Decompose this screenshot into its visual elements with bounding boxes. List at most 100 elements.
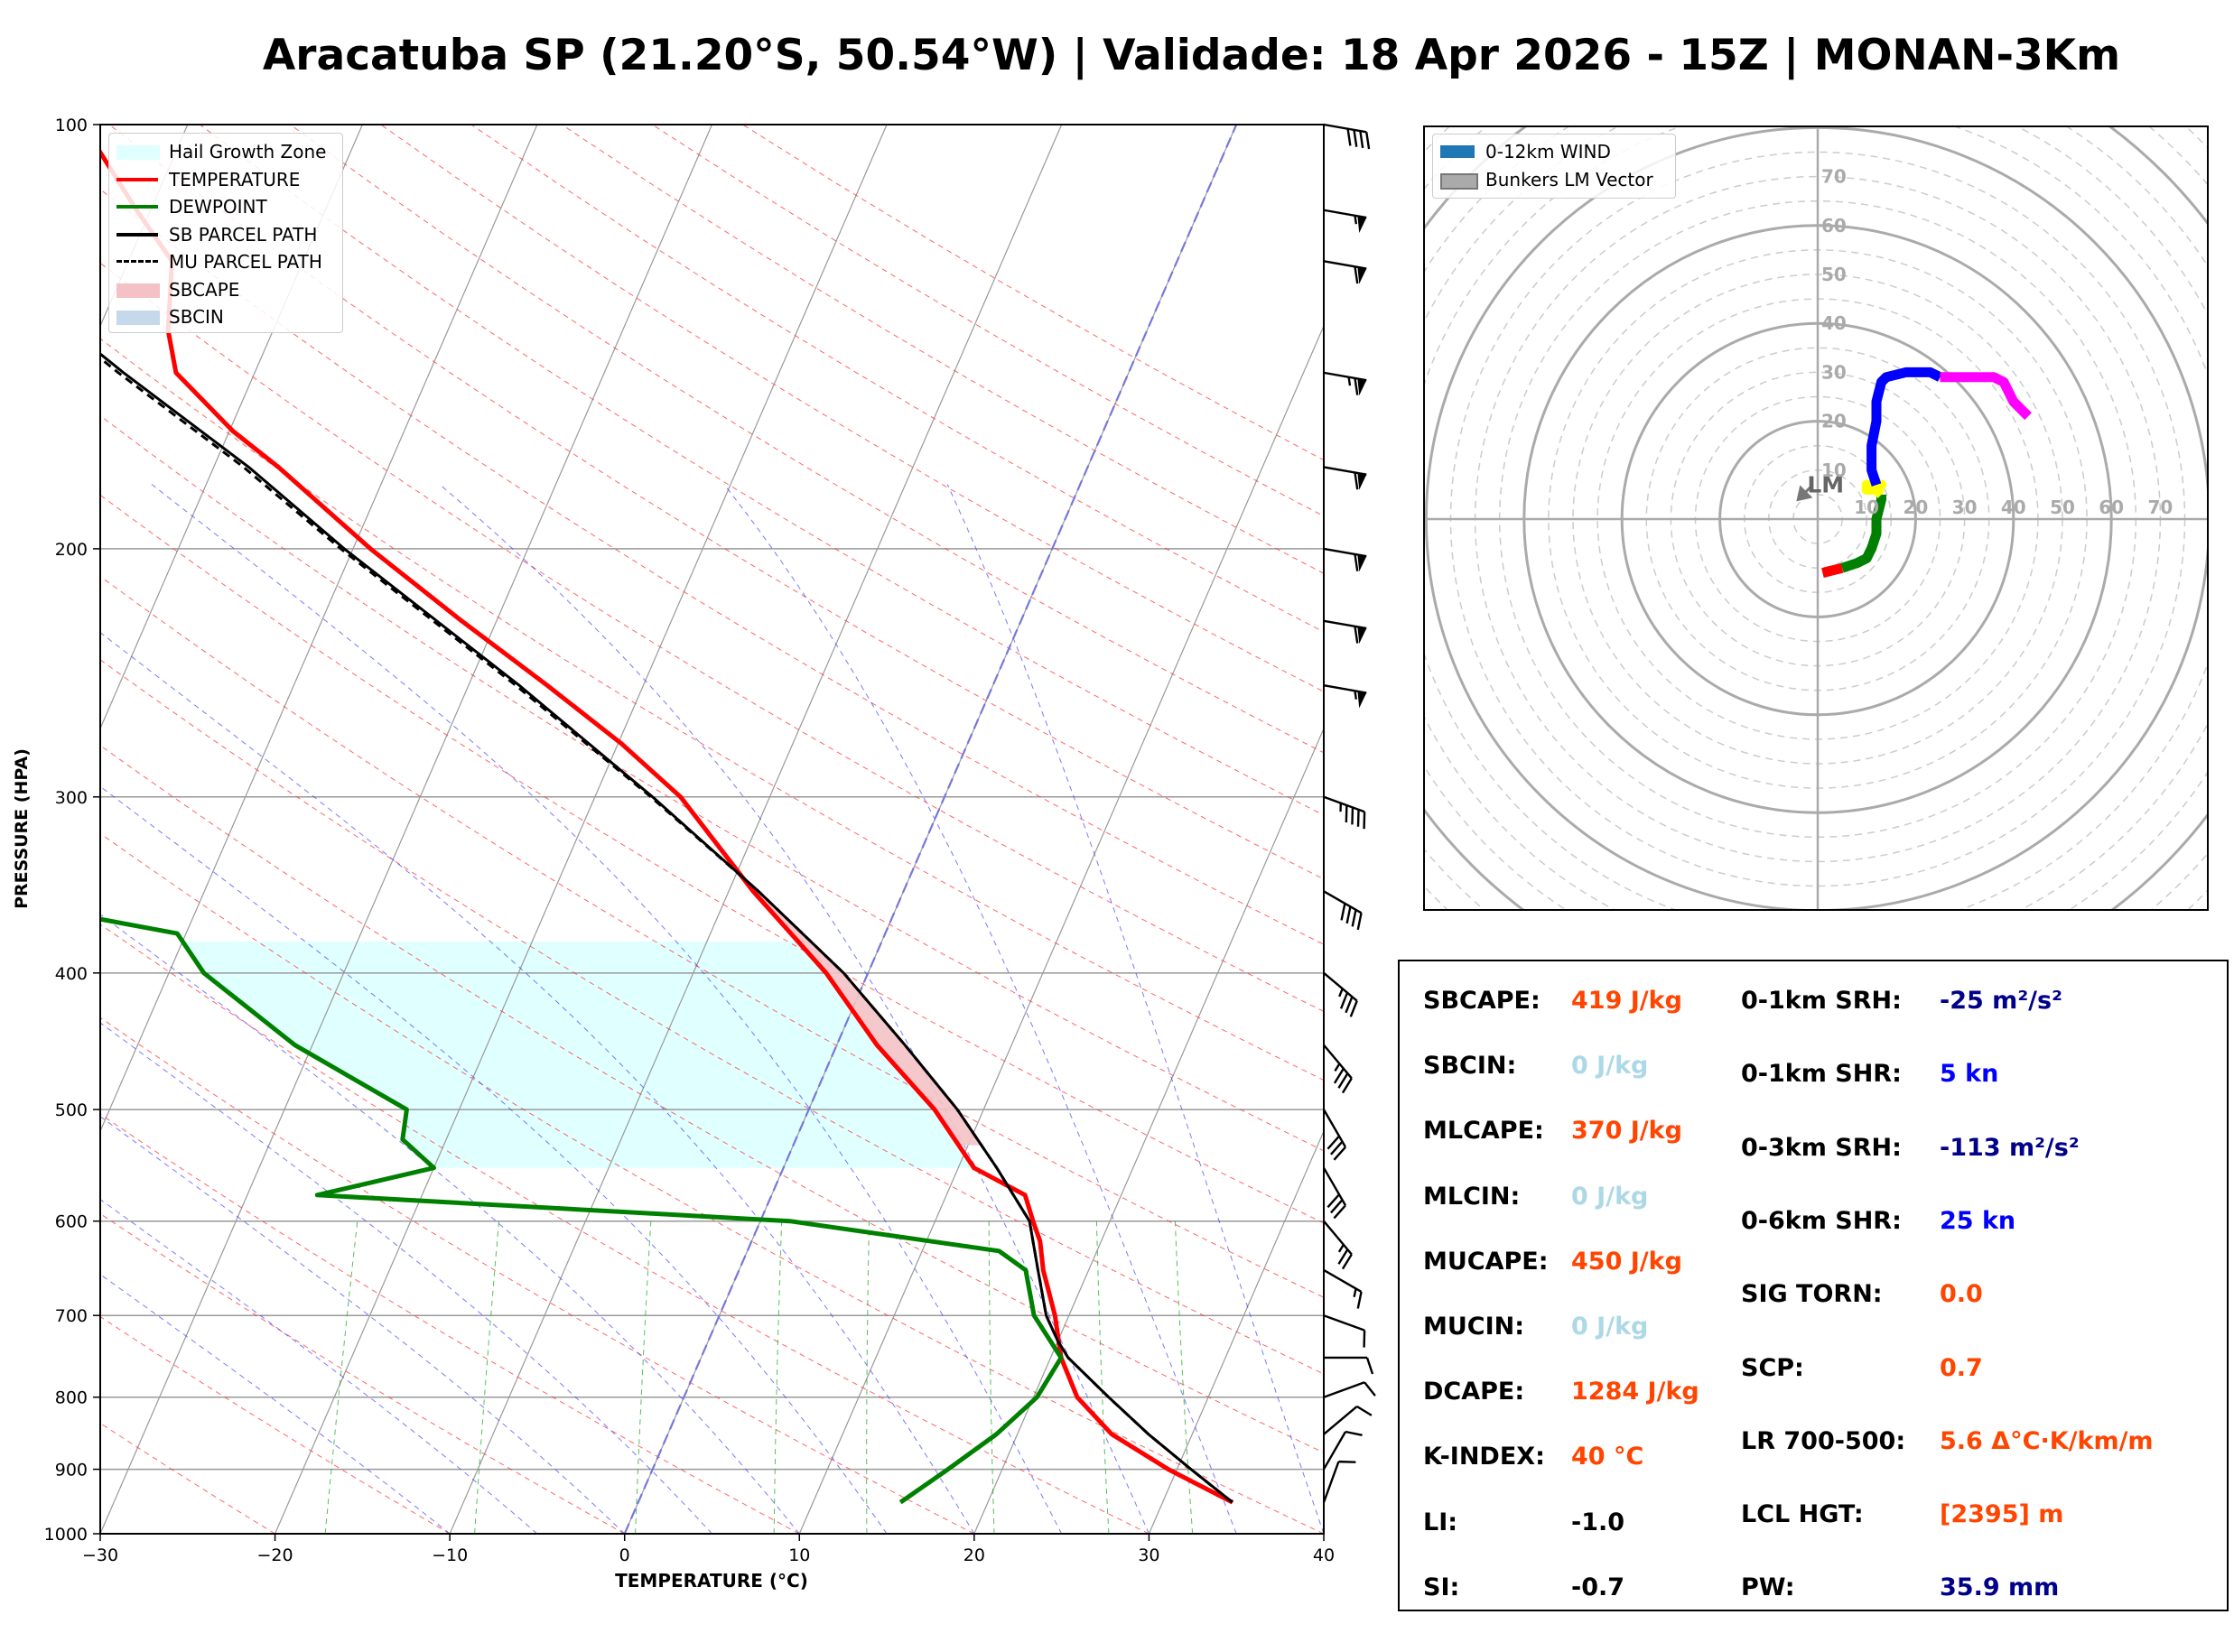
y-axis-label: PRESSURE (HPA)	[12, 748, 32, 909]
index-label: LI:	[1423, 1508, 1458, 1536]
wind-barb	[1323, 209, 1367, 233]
barb-half	[1339, 803, 1342, 812]
wind-barb	[1323, 971, 1358, 1017]
barb-flag	[1357, 691, 1367, 709]
barb-half	[1353, 1288, 1357, 1297]
barb-full	[1356, 1291, 1363, 1309]
legend-label: TEMPERATURE	[169, 168, 301, 190]
wind-barb	[1323, 371, 1367, 396]
moist-adiabat	[100, 632, 975, 1534]
barb-staff	[1323, 547, 1367, 558]
index-label: MLCIN:	[1423, 1182, 1521, 1211]
legend-label: SBCIN	[169, 306, 224, 328]
index-value: -1.0	[1571, 1508, 1625, 1536]
barb-staff	[1323, 619, 1367, 630]
index-label: PW:	[1741, 1573, 1795, 1602]
dry-adiabat	[100, 415, 1324, 1152]
barb-full	[1363, 812, 1366, 830]
x-tick-label: 40	[1313, 1545, 1335, 1565]
index-label: 0-1km SRH:	[1741, 987, 1902, 1015]
y-tick-label: 1000	[44, 1525, 88, 1545]
profile-mu-parcel-path	[100, 356, 1233, 1504]
barb-flag	[1357, 626, 1367, 644]
y-tick-label: 500	[55, 1100, 88, 1120]
barb-full	[1351, 807, 1354, 825]
mixing-ratio-line	[324, 1220, 358, 1534]
wind-barb	[1323, 260, 1367, 284]
legend-swatch	[116, 311, 160, 325]
barb-staff	[1323, 260, 1367, 270]
dry-adiabat	[100, 832, 1324, 1534]
index-label: 0-3km SRH:	[1741, 1133, 1902, 1162]
barb-full	[1345, 804, 1348, 823]
index-value: 1284 J/kg	[1571, 1378, 1699, 1406]
barb-half	[1354, 215, 1358, 225]
hail-growth-zone-fill	[182, 942, 974, 1168]
wind-barb	[1323, 795, 1366, 830]
barb-flag	[1357, 554, 1367, 572]
legend-swatch	[116, 232, 158, 237]
barb-full	[1333, 1068, 1345, 1084]
wind-barb	[1323, 1314, 1366, 1348]
wind-barbs	[1322, 123, 1376, 1503]
barb-full	[1339, 992, 1349, 1009]
barb-full	[1356, 1405, 1373, 1416]
index-value: 0 J/kg	[1571, 1052, 1649, 1081]
wind-barb	[1323, 1220, 1353, 1270]
barb-staff	[1323, 466, 1367, 476]
barb-full	[1349, 1000, 1358, 1017]
barb-staff	[1323, 1220, 1353, 1256]
moist-adiabat	[100, 1116, 626, 1534]
isotherm	[275, 125, 888, 1534]
barb-staff	[1323, 890, 1363, 914]
barb-full	[1356, 913, 1363, 931]
index-value: 370 J/kg	[1571, 1117, 1682, 1146]
barb-staff	[1322, 1461, 1340, 1503]
moist-adiabat	[100, 1198, 538, 1534]
index-label: 0-6km SHR:	[1741, 1206, 1902, 1235]
legend-label: DEWPOINT	[169, 196, 267, 218]
barb-full	[1338, 1460, 1356, 1463]
mixing-ratio-line	[474, 1220, 499, 1534]
profile-dewpoint	[100, 916, 1064, 1505]
index-label: SCP:	[1741, 1353, 1804, 1382]
barb-full	[1359, 130, 1364, 149]
wind-barb	[1323, 466, 1367, 490]
wind-barb	[1322, 1460, 1356, 1503]
mixing-ratio-line	[988, 1220, 995, 1534]
barb-full	[1354, 472, 1359, 490]
barb-full	[1363, 1330, 1366, 1348]
wind-barb	[1323, 1405, 1373, 1435]
legend-swatch	[1440, 145, 1475, 158]
cape-cin-fills	[657, 775, 982, 1146]
isotherm	[100, 125, 538, 1133]
mixing-ratio-line	[1095, 1220, 1110, 1534]
legend-swatch	[116, 205, 158, 209]
wind-barb	[1324, 1356, 1374, 1375]
isotherm	[449, 125, 1063, 1534]
legend-label: SBCAPE	[169, 278, 240, 301]
barb-full	[1330, 1199, 1344, 1214]
moist-adiabat	[946, 484, 1324, 1534]
index-label: DCAPE:	[1423, 1378, 1525, 1406]
dry-adiabat	[100, 494, 1324, 1224]
barb-full	[1330, 1140, 1344, 1155]
index-value: 35.9 mm	[1940, 1573, 2060, 1602]
y-tick-label: 600	[55, 1212, 88, 1232]
dry-adiabat	[100, 923, 1150, 1534]
barb-full	[1345, 906, 1352, 924]
wind-barb	[1323, 1268, 1363, 1309]
wind-barb	[1323, 684, 1367, 709]
hodograph-legend: 0-12km WIND Bunkers LM Vector	[1432, 134, 1676, 199]
barb-staff	[1323, 684, 1367, 694]
x-tick-label: −10	[432, 1545, 468, 1565]
legend-swatch	[116, 283, 160, 298]
barb-flag	[1357, 216, 1367, 233]
y-tick-label: 300	[55, 788, 88, 808]
index-label: LR 700-500:	[1741, 1426, 1906, 1455]
barb-full	[1346, 128, 1352, 146]
dry-adiabat	[100, 1422, 275, 1534]
sbcape-fill	[657, 775, 982, 1146]
barb-full	[1333, 1146, 1346, 1161]
barb-full	[1340, 903, 1346, 921]
